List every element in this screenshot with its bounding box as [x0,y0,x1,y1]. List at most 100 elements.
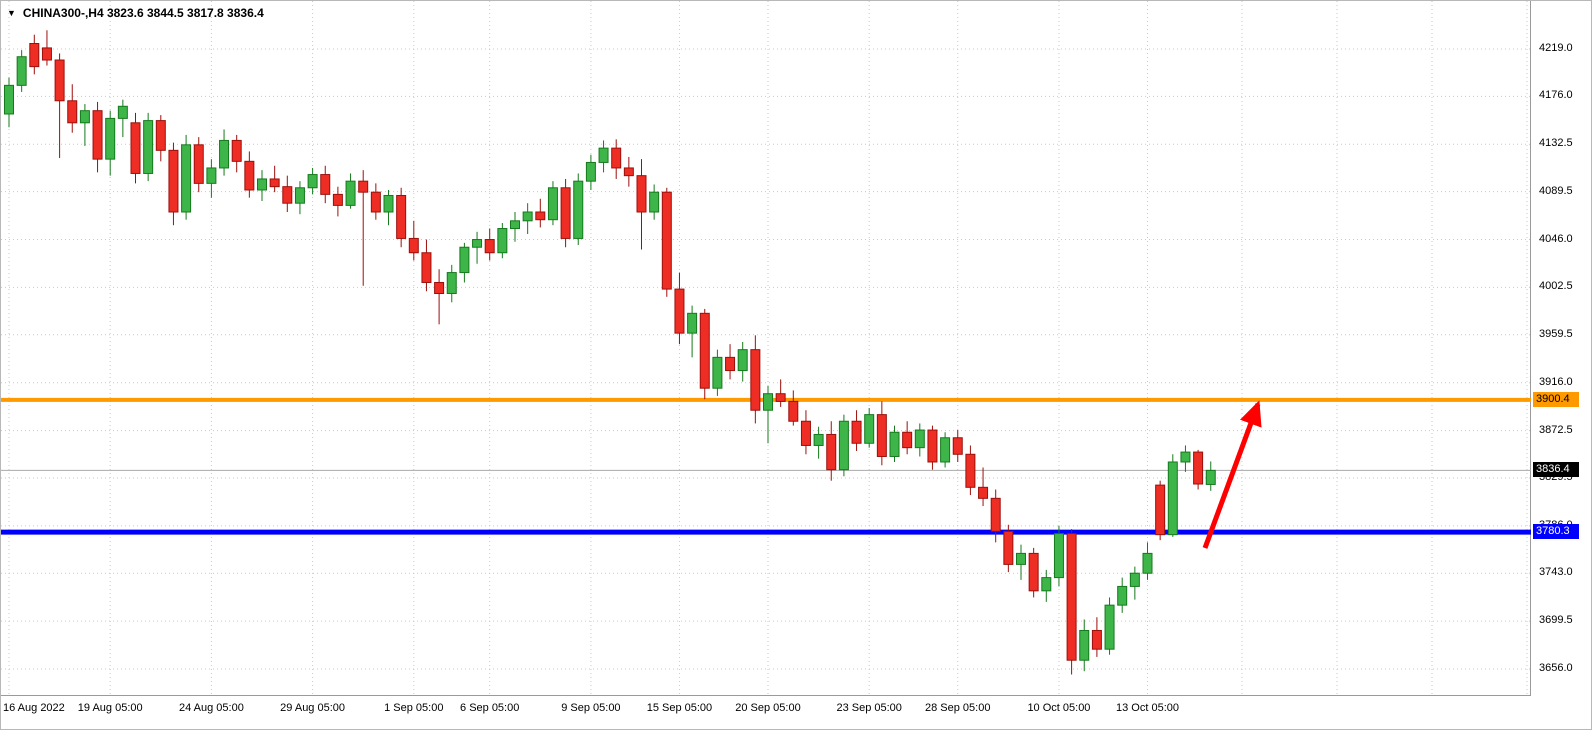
candle-body [117,105,128,119]
candle-body [67,100,78,124]
time-axis[interactable]: 16 Aug 2022 19 Aug 05:00 24 Aug 05:00 29 Au… [1,697,1591,729]
candle-body [965,453,976,488]
price-tick-label: 4219.0 [1539,42,1573,54]
candle-body [952,437,963,455]
candle-body [16,56,27,86]
price-tick-label: 4046.0 [1539,232,1573,245]
time-tick-label: 20 Sep 05:00 [735,702,801,714]
candle-body [1117,585,1128,606]
time-tick-label: 13 Oct 05:00 [1116,702,1179,714]
candle-body [864,414,875,444]
price-tick-label: 3743.0 [1539,566,1573,579]
candle-body [1003,530,1014,565]
candle-body [1205,469,1216,485]
candle-body [320,174,331,195]
candle-body [510,220,520,230]
candle-body [497,228,508,254]
trend-arrow[interactable] [1202,400,1262,549]
candle-body [130,122,141,174]
candle-body [611,147,622,169]
candle-body [434,281,445,294]
candle-body [940,437,951,463]
candle-body [345,180,356,206]
time-tick-label: 6 Sep 05:00 [460,702,520,714]
symbol-dropdown-icon[interactable]: ▼ [7,7,16,18]
candle-body [282,186,293,204]
price-tick-label: 3916.0 [1539,375,1573,388]
candle-body [699,312,710,389]
candle-body [294,187,305,204]
candle-body [1041,577,1052,592]
candle-body [573,180,584,239]
candle-body [712,356,723,389]
price-axis[interactable]: 4219.0 4176.0 4132.5 4089.5 4046.0 4002.5 3959… [1532,1,1591,696]
chart-title-text: CHINA300-,H4 3823.6 3844.5 3817.8 3836.4 [22,6,264,20]
candle-body [522,211,533,222]
candle-body [54,59,65,102]
price-tick-label: 3959.5 [1539,327,1573,340]
candle-body [29,43,40,68]
time-tick-label: 16 Aug 2022 [3,702,65,714]
candle-body [674,288,685,334]
candle-body [1129,572,1140,587]
candle-body [1079,629,1090,661]
candle-body [687,312,698,334]
candle-body [408,237,419,254]
price-tick-label: 4176.0 [1539,89,1573,102]
candle-body [927,429,938,463]
time-tick-label: 19 Aug 05:00 [77,702,143,714]
candle-body [902,431,913,449]
price-tick-label: 3699.5 [1539,614,1573,627]
candle-body [725,356,736,372]
chart-area[interactable]: ▼ CHINA300-,H4 3823.6 3844.5 3817.8 3836… [1,1,1531,696]
candle-body [763,393,773,411]
time-tick-label: 10 Oct 05:00 [1027,702,1091,714]
candle-body [269,178,280,188]
time-tick-label: 23 Sep 05:00 [836,702,902,714]
candle-body [206,167,217,184]
candle-body [661,191,672,290]
time-tick-label: 15 Sep 05:00 [646,702,713,714]
candle-body [800,420,811,446]
price-tick-label: 3872.5 [1539,423,1573,436]
candle-body [231,139,242,162]
candle-body [990,497,1001,532]
candle-body [1028,552,1039,592]
candle-body [143,120,154,174]
time-tick-label: 1 Sep 05:00 [384,702,444,714]
candle-body [79,110,90,124]
candle-body [1091,629,1102,650]
candle-body [547,187,558,221]
candle-body [193,144,204,184]
candle-body [826,433,837,471]
candle-body [876,414,887,457]
time-tick-label: 9 Sep 05:00 [561,702,621,714]
candle-body [623,167,634,177]
candle-body [1155,484,1166,536]
candle-body [788,400,799,422]
candle-body [332,193,343,206]
candle-body [396,194,407,239]
candle-body [370,191,381,213]
price-tick-label: 4089.5 [1539,184,1573,197]
price-tick-label: 4002.5 [1539,280,1573,293]
candle-body [1016,552,1026,565]
candle-body [560,187,571,239]
chart-title: ▼ CHINA300-,H4 3823.6 3844.5 3817.8 3836… [7,6,264,20]
candle-body [889,431,900,457]
price-tick-label: 3656.0 [1539,662,1573,675]
candle-body [219,139,230,169]
candle-body [1167,461,1178,536]
candle-body [41,47,52,61]
candle-body [1104,604,1115,650]
time-tick-label: 28 Sep 05:00 [925,702,991,714]
candle-body [737,349,748,372]
candle-body [838,420,849,471]
candle-body [307,174,318,189]
candle-body [4,84,14,115]
candle-body [636,175,647,213]
current-price-label: 3836.4 [1533,462,1579,478]
candle-body [1180,451,1191,463]
candlestick-chart[interactable] [1,1,1531,696]
